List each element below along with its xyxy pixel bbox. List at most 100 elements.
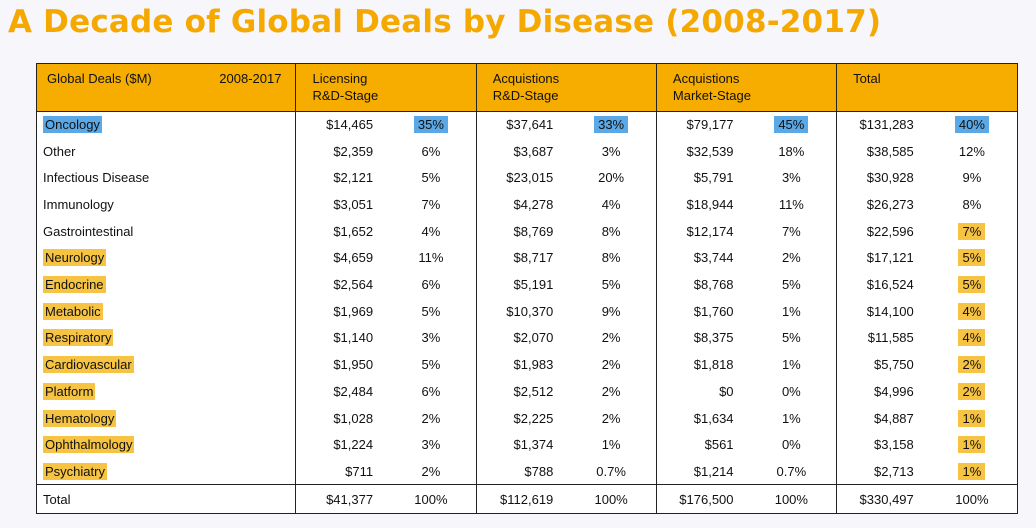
disease-name: Immunology — [43, 196, 114, 212]
amount-cell: $1,140 — [295, 324, 387, 352]
share-cell: 4% — [386, 218, 476, 245]
table-body: Oncology $14,465 35% $37,641 33% $79,177 45% $1… — [37, 111, 1017, 513]
share-value: 9% — [962, 170, 982, 186]
share-value: 5% — [958, 276, 986, 294]
amount-cell: $4,996 — [836, 378, 927, 405]
total-share-value: 100% — [414, 491, 448, 507]
header-licensing-rd: Licensing R&D-Stage — [295, 64, 477, 112]
disease-cell: Infectious Disease — [37, 164, 296, 191]
amount-cell: $16,524 — [836, 271, 927, 298]
amount-cell: $4,659 — [295, 244, 387, 272]
disease-cell: Metabolic — [37, 298, 296, 325]
disease-cell: Respiratory — [37, 325, 296, 352]
share-value: 1% — [601, 437, 621, 453]
page-title: A Decade of Global Deals by Disease (200… — [8, 4, 882, 40]
total-row: Total $41,377 100% $112,619 100% $176,500 100%… — [37, 484, 1017, 513]
share-cell: 9% — [566, 298, 656, 325]
total-share-value: 100% — [774, 491, 808, 507]
amount-cell: $37,641 — [475, 111, 567, 138]
header-group-line2: R&D-Stage — [312, 88, 379, 103]
amount-value: $18,944 — [686, 196, 734, 212]
disease-cell: Ophthalmology — [37, 431, 296, 458]
share-value: 1% — [958, 436, 986, 454]
amount-value: $3,158 — [874, 437, 914, 453]
share-cell: 0% — [747, 431, 837, 458]
amount-cell: $5,791 — [655, 164, 747, 192]
header-label-cell: Global Deals ($M) 2008-2017 — [37, 64, 296, 112]
share-value: 5% — [421, 170, 441, 186]
share-value: 2% — [958, 356, 986, 374]
amount-value: $1,760 — [693, 303, 734, 319]
amount-cell: $1,969 — [295, 297, 387, 325]
header-group-line1: Total — [853, 71, 881, 86]
table-row: Oncology $14,465 35% $37,641 33% $79,177 45% $1… — [37, 111, 1017, 138]
amount-cell: $1,950 — [295, 351, 387, 379]
amount-cell: $11,585 — [836, 324, 927, 352]
share-value: 2% — [421, 463, 441, 479]
amount-value: $2,359 — [333, 143, 374, 159]
amount-cell: $1,214 — [655, 458, 747, 485]
total-amount-value: $330,497 — [859, 491, 914, 507]
amount-cell: $1,634 — [655, 404, 747, 432]
amount-value: $4,278 — [513, 196, 554, 212]
amount-cell: $26,273 — [836, 191, 927, 218]
share-value: 8% — [962, 196, 982, 212]
disease-cell: Immunology — [37, 191, 296, 218]
total-amount-cell: $176,500 — [655, 484, 747, 513]
share-value: 12% — [958, 143, 985, 159]
share-value: 18% — [778, 143, 805, 159]
amount-value: $2,225 — [513, 410, 554, 426]
share-value: 5% — [781, 277, 801, 293]
amount-cell: $38,585 — [836, 137, 927, 165]
amount-cell: $1,760 — [655, 297, 747, 325]
amount-value: $1,950 — [333, 357, 374, 373]
share-cell: 0.7% — [747, 458, 837, 485]
share-value: 5% — [421, 357, 441, 373]
amount-cell: $2,225 — [475, 404, 567, 432]
share-cell: 1% — [927, 405, 1017, 432]
amount-value: $8,769 — [513, 223, 554, 239]
share-value: 40% — [954, 116, 989, 134]
total-amount-value: $176,500 — [679, 491, 734, 507]
share-cell: 11% — [386, 245, 476, 272]
share-cell: 6% — [386, 271, 476, 298]
amount-value: $17,121 — [866, 250, 914, 266]
amount-value: $12,174 — [686, 223, 734, 239]
share-cell: 4% — [927, 298, 1017, 325]
disease-name: Respiratory — [43, 329, 114, 347]
share-value: 2% — [601, 410, 621, 426]
share-cell: 1% — [566, 431, 656, 458]
table-row: Other $2,359 6% $3,687 3% $32,539 18% $38,585 12… — [37, 137, 1017, 165]
disease-cell: Gastrointestinal — [37, 218, 296, 245]
amount-value: $3,051 — [333, 196, 374, 212]
disease-cell: Platform — [37, 378, 296, 405]
share-cell: 1% — [927, 431, 1017, 458]
share-value: 1% — [781, 410, 801, 426]
amount-value: $79,177 — [686, 117, 734, 133]
share-value: 0.7% — [776, 463, 807, 479]
amount-value: $38,585 — [866, 143, 914, 159]
share-value: 2% — [601, 383, 621, 399]
amount-value: $0 — [719, 383, 734, 399]
share-value: 2% — [601, 330, 621, 346]
share-cell: 3% — [386, 431, 476, 458]
disease-name: Cardiovascular — [43, 356, 134, 374]
share-cell: 2% — [386, 458, 476, 485]
header-total: Total — [836, 64, 1017, 112]
share-cell: 0.7% — [566, 458, 656, 485]
share-cell: 5% — [386, 298, 476, 325]
deals-table: Global Deals ($M) 2008-2017 Licensing R&… — [37, 64, 1017, 513]
table-row: Platform $2,484 6% $2,512 2% $0 0% $4,996 2% — [37, 378, 1017, 405]
header-period: 2008-2017 — [219, 71, 282, 86]
amount-cell: $3,744 — [655, 244, 747, 272]
share-cell: 5% — [747, 271, 837, 298]
amount-cell: $8,768 — [655, 271, 747, 298]
share-cell: 5% — [927, 245, 1017, 272]
amount-cell: $2,564 — [295, 271, 387, 298]
total-amount-cell: $41,377 — [295, 484, 387, 513]
amount-cell: $14,465 — [295, 111, 387, 138]
disease-name: Infectious Disease — [43, 170, 150, 186]
share-value: 3% — [781, 170, 801, 186]
amount-cell: $79,177 — [655, 111, 747, 138]
disease-cell: Neurology — [37, 245, 296, 272]
